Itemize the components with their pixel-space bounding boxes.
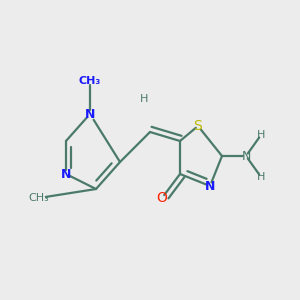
Text: CH₃: CH₃	[79, 76, 101, 86]
Text: O: O	[157, 191, 167, 205]
Text: N: N	[241, 149, 251, 163]
Text: S: S	[194, 119, 202, 133]
Text: N: N	[61, 167, 71, 181]
Text: H: H	[257, 172, 265, 182]
Text: N: N	[205, 179, 215, 193]
Text: CH₃: CH₃	[28, 193, 50, 203]
Text: N: N	[85, 107, 95, 121]
Text: H: H	[257, 130, 265, 140]
Text: H: H	[140, 94, 148, 104]
